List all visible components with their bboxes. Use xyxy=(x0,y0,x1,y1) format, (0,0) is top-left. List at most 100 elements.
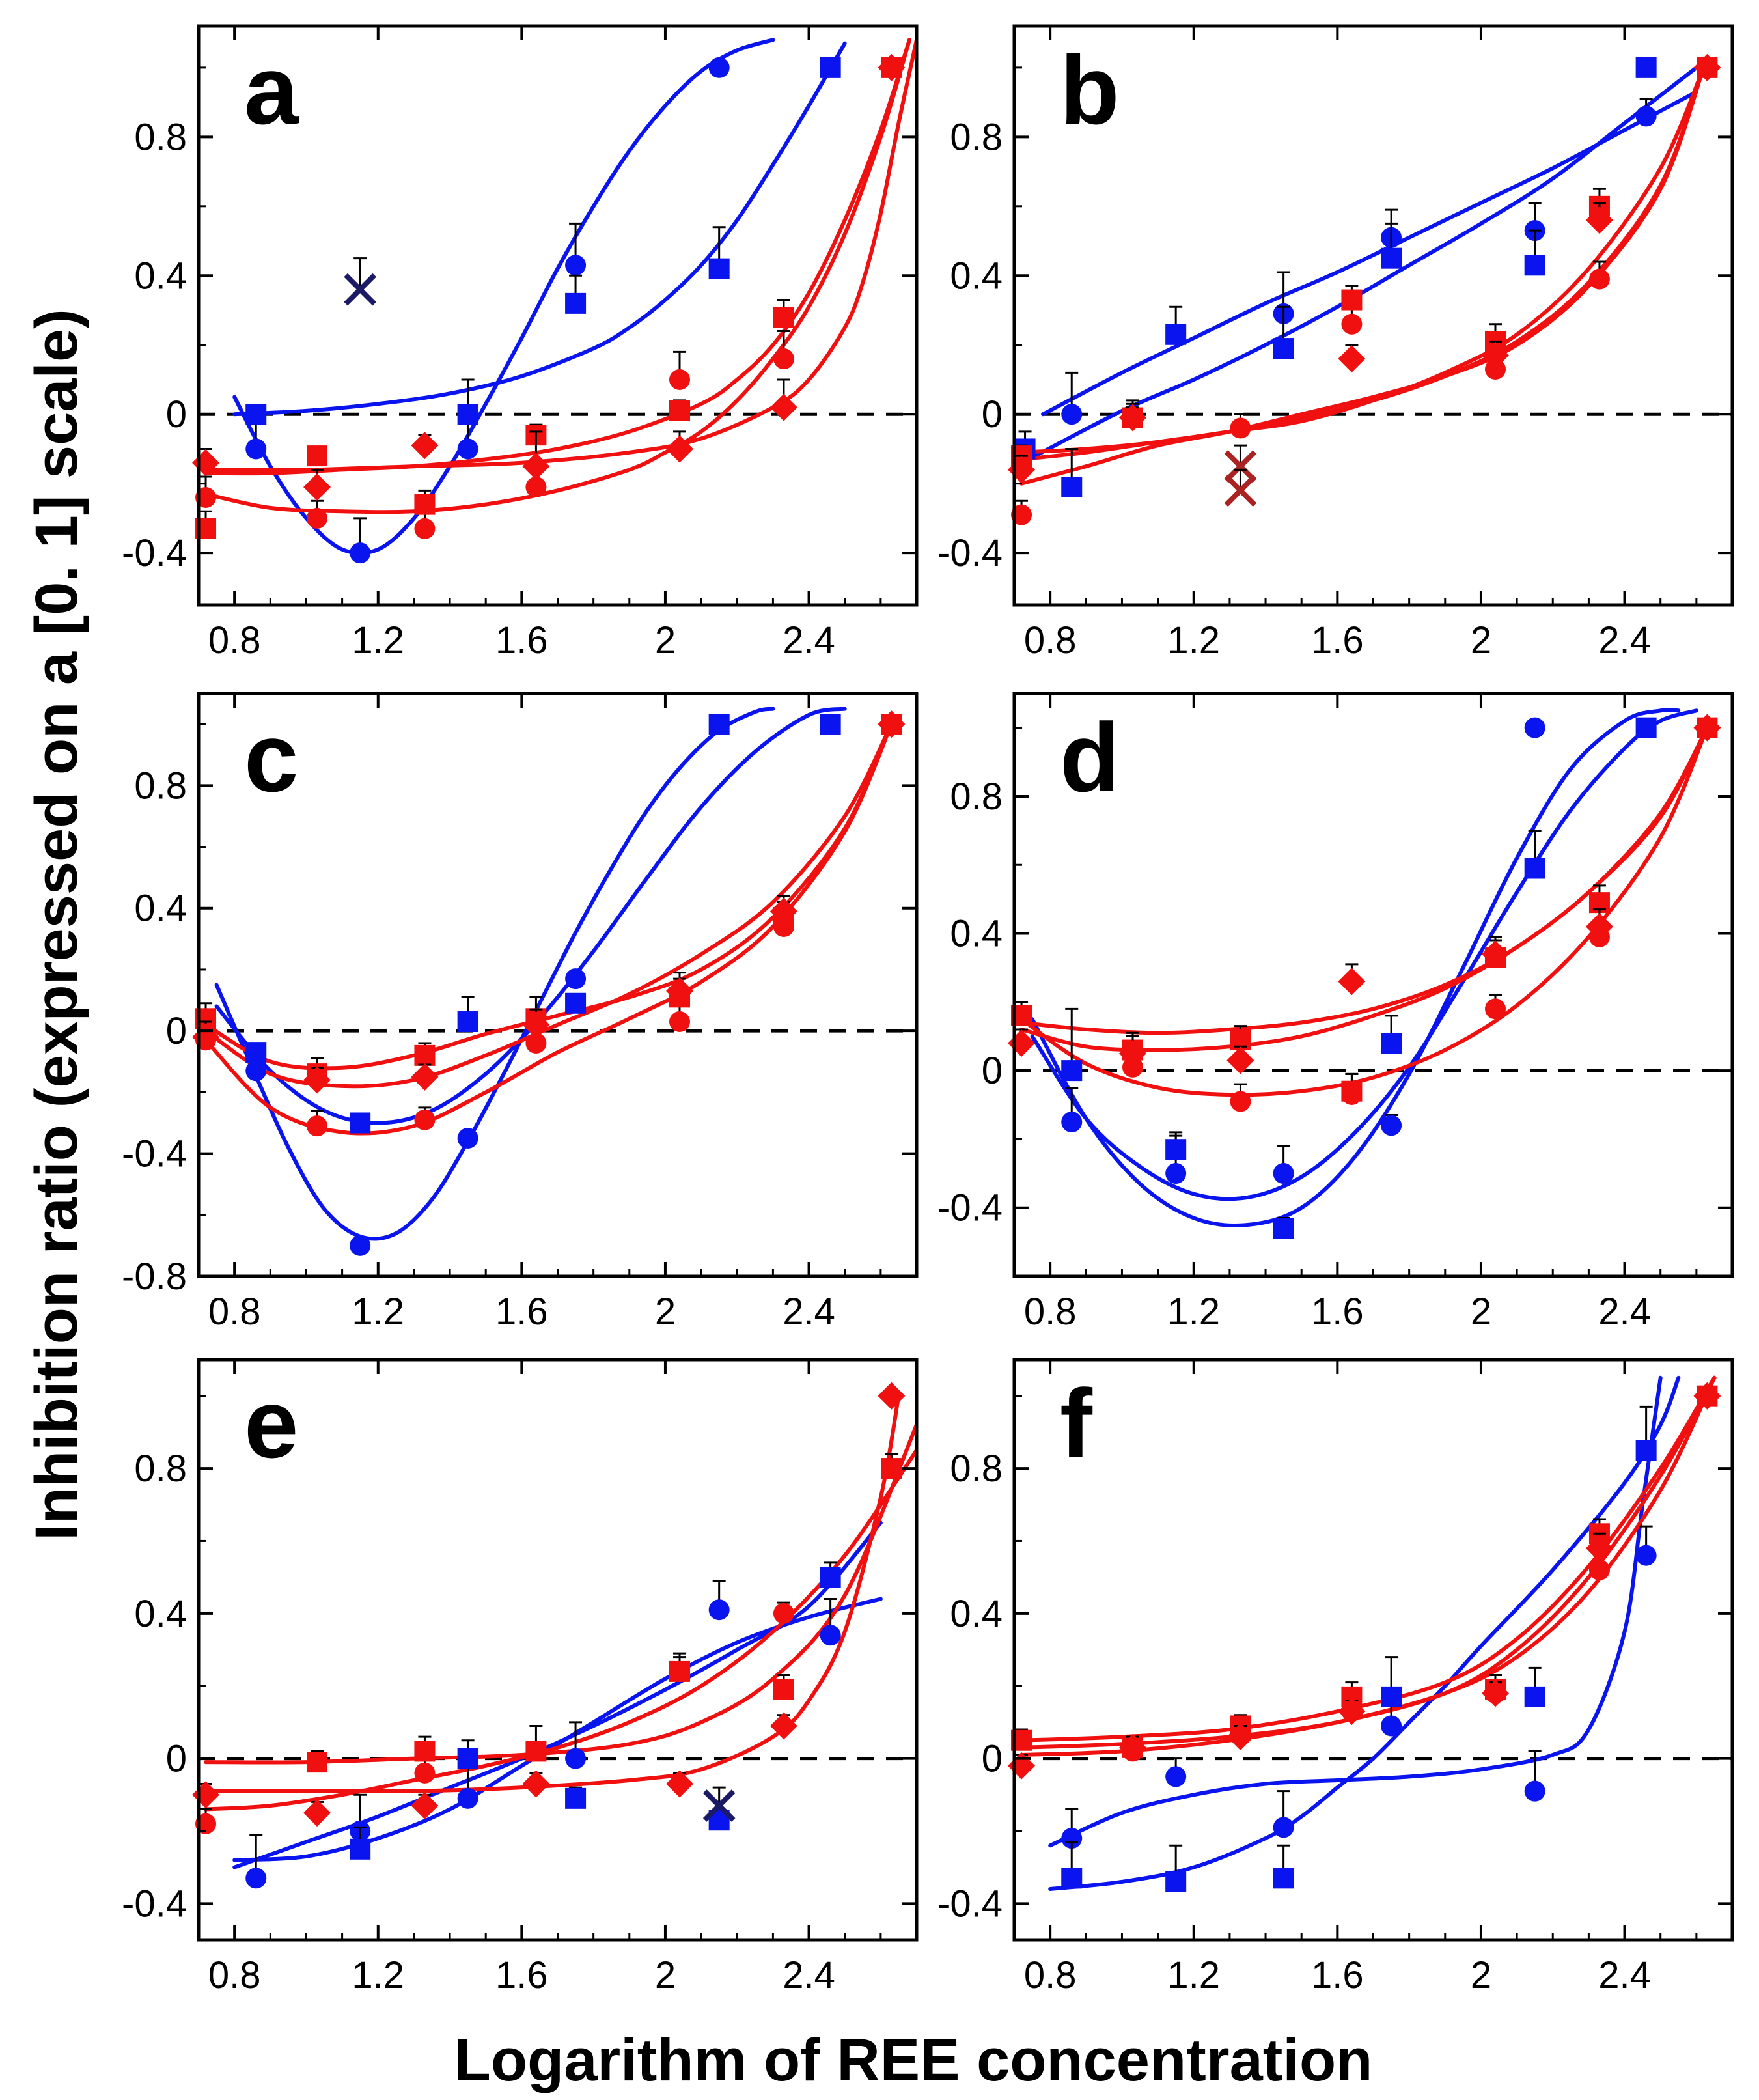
x-tick-label: 1.6 xyxy=(1311,1291,1364,1333)
red-circle-point xyxy=(1122,1056,1143,1078)
red-square-point xyxy=(881,1458,902,1479)
x-tick-label: 1.2 xyxy=(352,619,404,662)
blue-circle-point xyxy=(1524,717,1545,738)
red-diamond-point xyxy=(1118,1039,1146,1067)
fit-curves xyxy=(1019,708,1710,1227)
red-circle-point xyxy=(1485,359,1506,380)
x-tick-label: 2 xyxy=(1471,1954,1491,1996)
y-tick-label: 0 xyxy=(166,1738,187,1780)
blue-circle-point xyxy=(245,438,267,460)
x-tick-label: 2 xyxy=(1471,619,1491,662)
y-tick-label: 0 xyxy=(982,393,1003,436)
red-diamond-point xyxy=(1226,1723,1254,1751)
data-points xyxy=(192,1382,906,1889)
y-tick-label: -0.8 xyxy=(122,1255,187,1298)
blue-circle-point xyxy=(1635,105,1657,127)
blue-circle-point xyxy=(457,438,478,460)
red-diamond-point xyxy=(1585,206,1613,234)
red-diamond-point xyxy=(878,1382,906,1410)
blue-square-point xyxy=(457,1748,478,1769)
red-diamond-point xyxy=(1338,1698,1366,1726)
x-tick-label: 1.6 xyxy=(1311,1954,1364,1996)
y-tick-label: -0.4 xyxy=(122,1883,187,1925)
red-circle-point xyxy=(1230,1091,1251,1112)
red-fit-curve xyxy=(1019,725,1710,1052)
red-circle-point xyxy=(1011,504,1032,525)
blue-circle-point xyxy=(820,1625,841,1646)
red-circle-point xyxy=(1341,313,1363,335)
blue-square-point xyxy=(708,258,730,279)
blue-circle-point xyxy=(457,1128,478,1149)
blue-fit-curve xyxy=(1048,1375,1681,1891)
y-tick-label: 0.8 xyxy=(950,1448,1003,1490)
x-tick-label: 1.2 xyxy=(1167,1954,1220,1996)
y-tick-label: 0.8 xyxy=(134,116,187,158)
red-diamond-point xyxy=(1118,1733,1146,1761)
blue-circle-point xyxy=(1165,1163,1187,1184)
panel-letter: d xyxy=(1060,703,1120,812)
red-circle-point xyxy=(1230,417,1251,439)
red-square-point xyxy=(669,1660,691,1682)
red-diamond-point xyxy=(1693,53,1721,81)
red-square-point xyxy=(773,1679,794,1700)
y-tick-label: -0.4 xyxy=(122,1133,187,1175)
red-diamond-point xyxy=(522,453,550,481)
red-square-point xyxy=(669,400,691,421)
red-circle-point xyxy=(195,1813,217,1834)
blue-fit-curve xyxy=(1048,1375,1663,1848)
blue-fit-curve xyxy=(232,38,775,555)
x-tick-label: 2.4 xyxy=(1598,619,1651,662)
plot-frame xyxy=(197,692,919,1278)
blue-square-point xyxy=(1524,1686,1545,1707)
red-fit-curve xyxy=(204,722,894,1089)
plot-frame xyxy=(197,1358,919,1942)
blue-square-point xyxy=(1165,1139,1187,1160)
y-tick-label: 0.4 xyxy=(134,1593,187,1635)
red-diamond-point xyxy=(769,1712,797,1740)
red-square-point xyxy=(773,307,794,328)
x-tick-label: 0.8 xyxy=(208,1291,261,1333)
blue-square-point xyxy=(1061,1868,1083,1889)
panel-letter: f xyxy=(1060,1369,1093,1478)
red-diamond-point xyxy=(411,1063,439,1091)
red-diamond-point xyxy=(1585,1534,1613,1562)
blue-circle-point xyxy=(350,542,371,564)
blue-circle-point xyxy=(565,255,587,276)
fit-curves xyxy=(204,38,917,555)
blue-square-point xyxy=(350,1838,371,1860)
blue-fit-curve xyxy=(232,41,847,417)
x-tick-label: 2.4 xyxy=(1598,1954,1651,1996)
blue-circle-point xyxy=(1061,1112,1083,1133)
blue-square-point xyxy=(1273,1218,1294,1239)
blue-square-point xyxy=(1061,1060,1083,1082)
x-axis-title: Logarithm of REE concentration xyxy=(454,2027,1373,2093)
x-tick-label: 0.8 xyxy=(208,1954,261,1996)
fit-curves xyxy=(204,707,894,1241)
blue-square-point xyxy=(1165,1871,1187,1892)
red-circle-point xyxy=(669,369,691,390)
blue-square-point xyxy=(708,714,730,735)
red-diamond-point xyxy=(1482,341,1510,369)
red-diamond-point xyxy=(411,1791,439,1819)
x-tick-label: 2 xyxy=(655,619,676,662)
outlier-x-mark xyxy=(1224,450,1257,483)
blue-square-point xyxy=(565,1787,587,1809)
red-diamond-point xyxy=(666,977,694,1005)
blue-square-point xyxy=(820,714,841,735)
red-diamond-point xyxy=(1338,345,1366,373)
blue-square-point xyxy=(1635,717,1657,738)
x-tick-label: 1.2 xyxy=(352,1291,404,1333)
blue-circle-point xyxy=(565,968,587,990)
red-circle-point xyxy=(773,1603,794,1624)
blue-square-point xyxy=(457,1011,478,1033)
blue-square-point xyxy=(1524,255,1545,276)
panel-f: 0.8 1.2 1.6 2 2.4 -0.4 0 0.4 0.8 f xyxy=(937,1358,1734,1996)
blue-circle-point xyxy=(350,1235,371,1256)
x-tick-label: 1.2 xyxy=(352,1954,404,1996)
y-tick-label: 0.8 xyxy=(950,776,1003,818)
red-fit-curve xyxy=(204,1448,917,1812)
x-tick-label: 2 xyxy=(655,1954,676,1996)
y-tick-label: -0.4 xyxy=(937,1883,1003,1925)
blue-circle-point xyxy=(1381,1115,1402,1136)
fit-curves xyxy=(1019,1375,1717,1891)
